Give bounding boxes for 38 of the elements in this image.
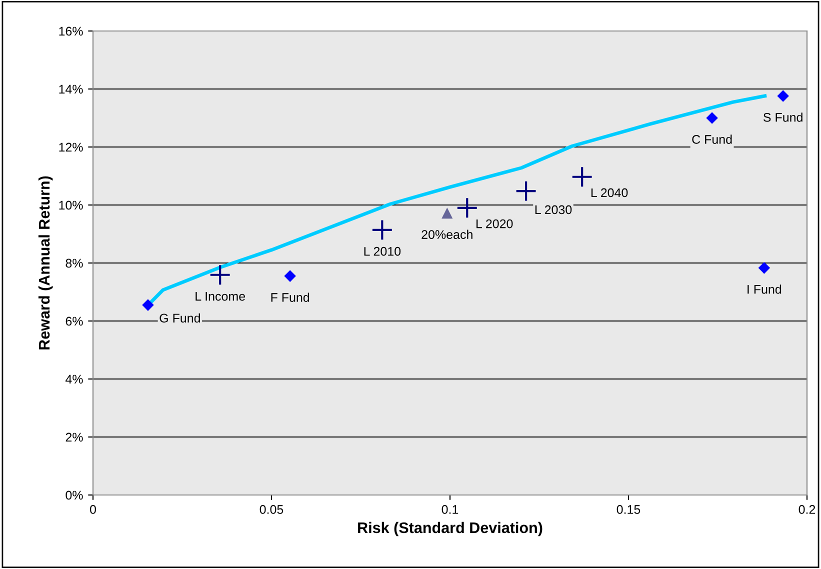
annotation: S Fund: [764, 112, 802, 122]
annotation: L 2040: [591, 188, 628, 198]
y-tick-label: 16%: [59, 26, 83, 36]
y-axis-title: Reward (Annual Return): [38, 176, 53, 350]
x-tick-label: 0: [90, 505, 96, 514]
annotation: 20%each: [422, 230, 472, 239]
x-tick-label: 0.05: [260, 505, 284, 514]
y-tick-label: 0%: [66, 490, 83, 500]
y-tick-label: 14%: [59, 84, 83, 94]
point: [142, 299, 154, 311]
point: [456, 197, 478, 219]
y-tick-label: 12%: [59, 142, 83, 152]
x-axis-title: Risk (Standard Deviation): [358, 522, 542, 536]
point: [209, 264, 231, 286]
annotation: F Fund: [271, 292, 310, 302]
annotation: L Income: [196, 292, 246, 301]
point: [442, 208, 453, 219]
annotation: L 2020: [476, 219, 513, 228]
point: [758, 262, 770, 274]
annotation: L 2010: [364, 246, 401, 256]
y-tick-label: 2%: [66, 432, 83, 442]
point: [284, 270, 296, 282]
annotation: I Fund: [748, 284, 782, 294]
y-tick-label: 6%: [66, 316, 83, 326]
y-tick-label: 8%: [66, 258, 83, 268]
point: [571, 166, 593, 188]
annotation: C Fund: [692, 134, 732, 144]
point: [777, 90, 789, 102]
point: [371, 219, 393, 241]
y-tick-label: 10%: [59, 200, 83, 210]
point: [706, 112, 718, 124]
x-tick-label: 0.2: [798, 505, 816, 514]
y-tick-label: 4%: [66, 374, 83, 384]
annotation: G Fund: [160, 313, 200, 323]
point: [515, 180, 537, 202]
x-tick-label: 0.1: [442, 505, 458, 514]
annotation: L 2030: [535, 205, 572, 214]
x-tick-label: 0.15: [616, 505, 640, 514]
